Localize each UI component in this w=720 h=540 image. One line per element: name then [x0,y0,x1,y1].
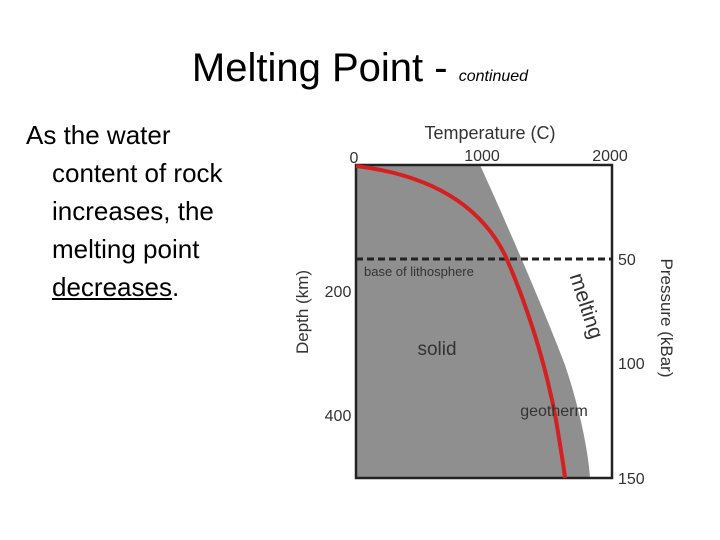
solid-region [356,165,590,478]
top-tick-0: 0 [350,150,359,167]
lithosphere-label: base of lithosphere [364,264,474,279]
melting-label: melting [565,270,608,341]
solid-label: solid [417,339,456,360]
body-line-2: content of rock [52,158,223,188]
left-axis-title: Depth (km) [293,270,312,354]
body-line-5-underlined: decreases [52,272,172,302]
slide-title: Melting Point - continued [0,42,720,103]
body-line-4: melting point [52,234,200,264]
body-text: As the water content of rock increases, … [26,116,276,306]
slide-title-suffix: continued [458,68,529,85]
body-line-5-tail: . [171,272,180,302]
left-tick-400: 400 [325,408,352,425]
slide-title-main: Melting Point - [191,46,459,90]
body-line-1: As the water [26,120,171,150]
right-tick-100: 100 [618,356,645,373]
left-tick-200: 200 [325,284,352,301]
right-tick-150: 150 [618,471,645,488]
plot-frame [354,163,614,480]
geotherm-label: geotherm [520,403,588,420]
geotherm-curve [355,164,567,479]
body-line-5: decreases. [26,268,276,306]
top-tick-1000: 1000 [464,148,500,165]
right-axis-title: Pressure (kBar) [657,258,676,377]
right-tick-50: 50 [618,252,636,269]
top-tick-2000: 2000 [592,148,628,165]
body-line-3: increases, the [52,196,214,226]
top-axis-title: Temperature (C) [424,123,555,143]
